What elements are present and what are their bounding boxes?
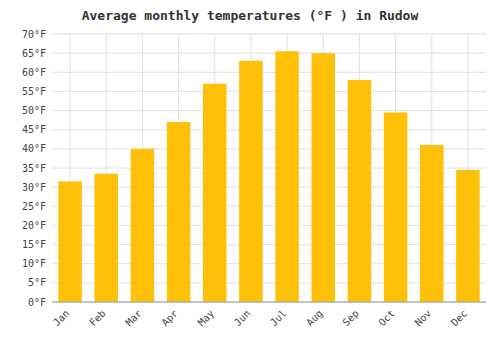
x-axis: Jan Feb Mar Apr May Jun Jul Aug Sep Oct Nov Dec bbox=[51, 308, 469, 329]
x-tick-label: Nov bbox=[413, 308, 434, 329]
chart-container: Average monthly temperatures (°F ) in Ru… bbox=[0, 0, 500, 350]
y-grid-line bbox=[52, 34, 486, 35]
grid bbox=[52, 34, 486, 302]
bar bbox=[311, 53, 335, 302]
y-tick-label: 40°F bbox=[22, 143, 46, 154]
bar bbox=[131, 149, 155, 302]
y-tick-label: 0°F bbox=[28, 297, 46, 308]
x-tick-label: May bbox=[196, 308, 217, 329]
y-tick-label: 15°F bbox=[22, 239, 46, 250]
x-tick-label: Jan bbox=[51, 308, 72, 329]
bar bbox=[239, 61, 263, 302]
y-grid-line bbox=[52, 129, 486, 130]
y-tick-label: 50°F bbox=[22, 105, 46, 116]
y-grid-line bbox=[52, 72, 486, 73]
y-tick-label: 70°F bbox=[22, 29, 46, 40]
bar bbox=[94, 174, 118, 302]
y-tick-label: 20°F bbox=[22, 220, 46, 231]
x-axis-line bbox=[52, 302, 486, 303]
x-tick-label: Sep bbox=[340, 308, 361, 329]
y-tick-label: 45°F bbox=[22, 124, 46, 135]
bar bbox=[167, 122, 191, 302]
y-tick-label: 35°F bbox=[22, 163, 46, 174]
x-tick-label: Jul bbox=[268, 308, 289, 329]
y-tick-label: 60°F bbox=[22, 67, 46, 78]
y-axis: 0°F 5°F 10°F 15°F 20°F 25°F 30°F 35°F 40°F 45°F 50… bbox=[22, 29, 46, 308]
y-tick-label: 10°F bbox=[22, 258, 46, 269]
bar bbox=[456, 170, 480, 302]
y-tick-label: 5°F bbox=[28, 277, 46, 288]
y-grid-line bbox=[52, 302, 486, 303]
x-tick-label: Feb bbox=[87, 308, 108, 329]
bar bbox=[58, 181, 82, 302]
x-tick-label: Oct bbox=[376, 308, 397, 329]
y-tick-label: 55°F bbox=[22, 86, 46, 97]
x-tick-label: Dec bbox=[449, 308, 470, 329]
bar bbox=[420, 145, 444, 302]
x-tick-label: Jun bbox=[232, 308, 253, 329]
y-tick-label: 65°F bbox=[22, 48, 46, 59]
y-grid-line bbox=[52, 110, 486, 111]
bar bbox=[275, 51, 299, 302]
y-grid-line bbox=[52, 91, 486, 92]
x-tick-label: Aug bbox=[304, 308, 325, 329]
bar bbox=[384, 112, 408, 302]
x-tick-label: Apr bbox=[159, 308, 180, 329]
bars bbox=[58, 51, 479, 302]
bar bbox=[348, 80, 372, 302]
x-tick-label: Mar bbox=[123, 308, 144, 329]
title: Average monthly temperatures (°F ) in Ru… bbox=[82, 8, 419, 23]
bar bbox=[203, 84, 227, 302]
y-tick-label: 25°F bbox=[22, 201, 46, 212]
y-tick-label: 30°F bbox=[22, 182, 46, 193]
y-grid-line bbox=[52, 53, 486, 54]
chart: Average monthly temperatures (°F ) in Ru… bbox=[0, 0, 500, 350]
